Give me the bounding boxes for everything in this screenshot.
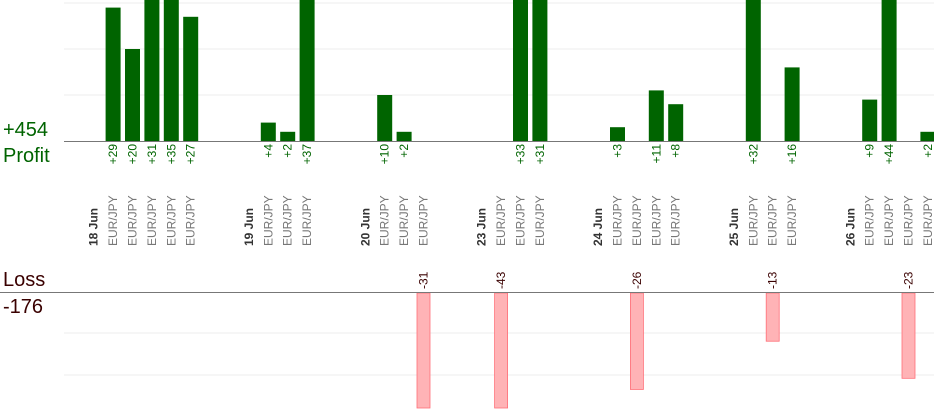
pair-label: EUR/JPY	[649, 195, 663, 246]
profit-value-label: +9	[863, 144, 877, 158]
pair-label: EUR/JPY	[300, 195, 314, 246]
profit-bar	[396, 131, 412, 141]
date-label: 20 Jun	[358, 208, 372, 246]
profit-bar	[610, 127, 625, 141]
pair-label: EUR/JPY	[514, 195, 528, 246]
pair-label: EUR/JPY	[378, 195, 392, 246]
date-label: 26 Jun	[843, 208, 857, 246]
profit-bar	[183, 16, 199, 141]
pair-label: EUR/JPY	[785, 195, 799, 246]
profit-value-label: +31	[533, 144, 547, 165]
pair-labels: EUR/JPY EUR/JPY EUR/JPY EUR/JPY EUR/JPY EUR/J…	[106, 195, 934, 246]
profit-value-label: +11	[649, 144, 663, 164]
pair-label: EUR/JPY	[902, 195, 916, 246]
profit-bar	[862, 99, 878, 141]
profit-value-label: +20	[126, 144, 140, 165]
loss-bars	[416, 292, 916, 409]
profit-label: Profit	[3, 145, 50, 167]
profit-bar	[144, 0, 160, 142]
pair-label: EUR/JPY	[494, 195, 508, 246]
profit-value-label: +44	[882, 144, 896, 165]
profit-value-label: +10	[378, 144, 392, 165]
profit-value-label: +2	[281, 144, 295, 158]
date-label: 25 Jun	[727, 208, 741, 246]
profit-bar	[920, 131, 934, 141]
profit-bar	[513, 0, 528, 141]
pair-label: EUR/JPY	[126, 195, 140, 246]
profit-bar	[377, 95, 393, 141]
profit-value-label: +37	[300, 144, 314, 165]
pair-label: EUR/JPY	[417, 195, 431, 246]
loss-label: Loss	[3, 269, 46, 291]
date-label: 18 Jun	[87, 208, 101, 246]
pair-label: EUR/JPY	[746, 195, 760, 246]
profit-bar	[745, 0, 761, 141]
pair-label: EUR/JPY	[106, 195, 120, 246]
profit-value-label: +29	[106, 144, 120, 165]
profit-value-label: +33	[514, 144, 528, 165]
profit-bar	[105, 7, 121, 141]
profit-bar	[784, 67, 800, 141]
profit-bar	[532, 0, 548, 142]
pair-label: EUR/JPY	[397, 195, 411, 246]
pair-label: EUR/JPY	[184, 195, 198, 246]
profit-value-label: +2	[921, 144, 934, 158]
pair-label: EUR/JPY	[261, 195, 275, 246]
pair-label: EUR/JPY	[630, 195, 644, 246]
loss-value-label: -43	[494, 271, 508, 289]
pair-label: EUR/JPY	[921, 195, 934, 246]
profit-value-label: +31	[145, 144, 159, 165]
loss-bar	[416, 292, 431, 409]
loss-bar	[765, 292, 780, 342]
pair-label: EUR/JPY	[766, 195, 780, 246]
profit-value-label: +32	[746, 144, 760, 165]
loss-value-label: -31	[417, 271, 431, 289]
loss-value-labels: -31-43-26-13-23-36-4	[417, 271, 916, 289]
profit-value-label: +35	[164, 144, 178, 165]
profit-value-label: +16	[785, 144, 799, 165]
profit-bar	[299, 0, 315, 141]
pair-label: EUR/JPY	[164, 195, 178, 246]
profit-bar	[668, 104, 684, 141]
profit-bar	[125, 49, 140, 141]
pair-label: EUR/JPY	[281, 195, 295, 246]
date-labels: 18 Jun 19 Jun 20 Jun 23 Jun 24 Jun 25 Jun 26 J…	[87, 208, 858, 246]
loss-value-label: -26	[630, 271, 644, 289]
loss-bar	[901, 292, 916, 379]
profit-value-label: +4	[261, 144, 275, 158]
pair-label: EUR/JPY	[611, 195, 625, 246]
profit-bar	[280, 131, 296, 141]
profit-bar	[881, 0, 897, 141]
profit-bar	[648, 90, 664, 141]
pair-label: EUR/JPY	[863, 195, 877, 246]
loss-total: -176	[3, 296, 44, 318]
profit-bar	[260, 122, 276, 141]
date-label: 23 Jun	[475, 208, 489, 246]
pair-label: EUR/JPY	[882, 195, 896, 246]
pair-label: EUR/JPY	[533, 195, 547, 246]
profit-value-label: +27	[184, 144, 198, 165]
profit-bars	[105, 0, 934, 142]
loss-value-label: -13	[766, 271, 780, 289]
profit-bar	[163, 0, 179, 141]
date-label: 19 Jun	[242, 208, 256, 246]
loss-value-label: -23	[902, 271, 916, 289]
pair-label: EUR/JPY	[669, 195, 683, 246]
pair-label: EUR/JPY	[145, 195, 159, 246]
date-label: 24 Jun	[591, 208, 605, 246]
loss-bar	[494, 292, 509, 409]
profit-value-label: +3	[611, 144, 625, 158]
profit-value-label: +8	[669, 144, 683, 158]
loss-bar	[630, 292, 644, 390]
profit-value-label: +2	[397, 144, 411, 158]
profit-value-labels: +29 +20 +31 +35 +27 +4 +2 +37 +10 +2 +33 +31 +3 +11 +8…	[106, 144, 934, 165]
profit-total: +454	[3, 119, 49, 141]
